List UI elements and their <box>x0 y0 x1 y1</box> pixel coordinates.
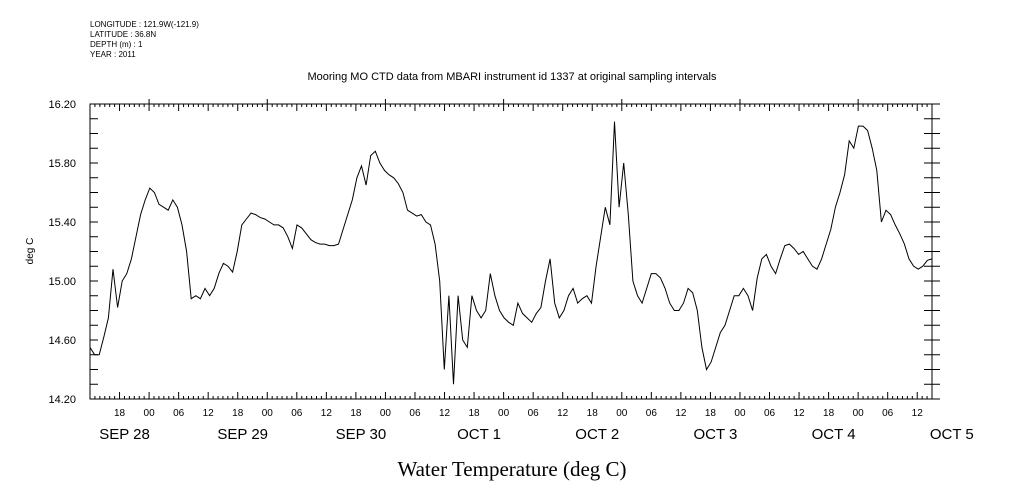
x-hour-tick-label: 00 <box>853 408 865 419</box>
x-hour-tick-label: 18 <box>350 408 362 419</box>
x-hour-tick-label: 00 <box>380 408 392 419</box>
y-tick-label: 15.00 <box>48 276 76 288</box>
x-hour-tick-label: 00 <box>262 408 274 419</box>
x-hour-tick-label: 06 <box>409 408 421 419</box>
x-hour-tick-label: 12 <box>912 408 924 419</box>
x-hour-tick-label: 18 <box>823 408 835 419</box>
y-tick-label: 14.60 <box>48 335 76 347</box>
year-label: YEAR : 2011 <box>90 50 136 59</box>
x-hour-tick-label: 18 <box>587 408 599 419</box>
x-hour-tick-label: 00 <box>144 408 156 419</box>
x-hour-tick-label: 06 <box>173 408 185 419</box>
chart-title: Mooring MO CTD data from MBARI instrumen… <box>308 71 717 83</box>
y-tick-label: 15.80 <box>48 158 76 170</box>
x-day-label: OCT 5 <box>930 426 974 443</box>
x-hour-tick-label: 06 <box>528 408 540 419</box>
x-day-label: OCT 3 <box>693 426 737 443</box>
tick-labels: 18 00 06 12 18 00 06 12 18 00 06 12 18 00 06 12 18 00 06 12… <box>48 99 973 443</box>
latitude-label: LATITUDE : 36.8N <box>90 30 157 39</box>
ticks-layer <box>89 99 940 400</box>
longitude-label: LONGITUDE : 121.9W(-121.9) <box>90 20 199 29</box>
x-hour-tick-label: 00 <box>616 408 628 419</box>
x-hour-tick-label: 12 <box>557 408 569 419</box>
x-hour-tick-label: 12 <box>203 408 215 419</box>
x-hour-tick-label: 00 <box>498 408 510 419</box>
x-axis-label: Water Temperature (deg C) <box>397 457 626 481</box>
x-hour-tick-label: 00 <box>734 408 746 419</box>
x-hour-tick-label: 06 <box>291 408 303 419</box>
x-day-label: OCT 2 <box>575 426 619 443</box>
series-line-water-temperature <box>89 121 933 385</box>
metadata-block: LONGITUDE : 121.9W(-121.9) LATITUDE : 36… <box>90 20 199 60</box>
x-hour-tick-label: 06 <box>882 408 894 419</box>
x-day-label: OCT 1 <box>457 426 501 443</box>
x-hour-tick-label: 12 <box>675 408 687 419</box>
y-axis-label: deg C <box>25 238 36 265</box>
x-hour-tick-label: 12 <box>439 408 451 419</box>
x-day-label: SEP 28 <box>99 426 150 443</box>
y-tick-label: 16.20 <box>48 99 76 111</box>
x-hour-tick-label: 06 <box>646 408 658 419</box>
x-hour-tick-label: 12 <box>321 408 333 419</box>
depth-label: DEPTH (m) : 1 <box>90 40 143 49</box>
x-hour-tick-label: 18 <box>114 408 126 419</box>
x-hour-tick-label: 06 <box>764 408 776 419</box>
x-day-label: SEP 30 <box>336 426 387 443</box>
x-day-label: OCT 4 <box>812 426 856 443</box>
plot-frame <box>89 103 933 400</box>
x-hour-tick-label: 18 <box>469 408 481 419</box>
x-day-label: SEP 29 <box>217 426 268 443</box>
y-tick-label: 15.40 <box>48 217 76 229</box>
x-hour-tick-label: 18 <box>232 408 244 419</box>
y-tick-label: 14.20 <box>48 394 76 406</box>
x-hour-tick-label: 12 <box>793 408 805 419</box>
x-hour-tick-label: 18 <box>705 408 717 419</box>
